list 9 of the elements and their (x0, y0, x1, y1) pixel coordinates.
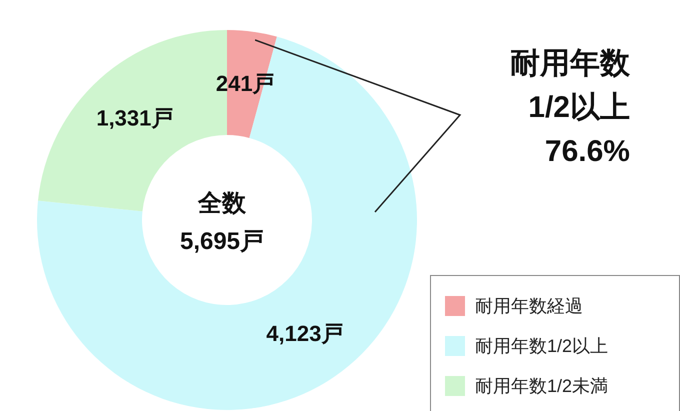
donut-slice (37, 36, 417, 410)
legend-label: 耐用年数経過 (475, 295, 583, 318)
data-label: 241戸 (216, 71, 275, 96)
legend-label: 耐用年数1/2未満 (475, 375, 608, 398)
data-label: 1,331戸 (96, 105, 174, 130)
text: 全数 5,695戸 (178, 189, 266, 257)
legend-label: 耐用年数1/2以上 (475, 335, 608, 358)
text: 耐用年数 1/2以上 76.6% (510, 46, 630, 170)
data-label: 4,123戸 (266, 320, 344, 346)
